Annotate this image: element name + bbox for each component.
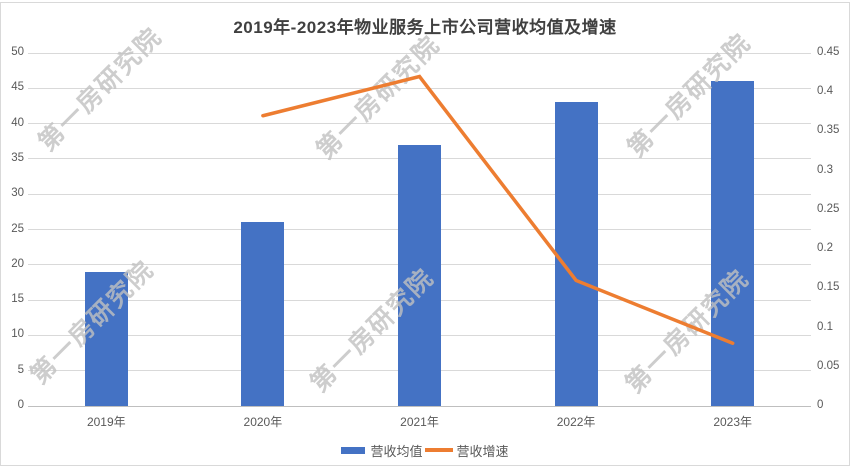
left-axis-tick-label: 25: [11, 222, 24, 235]
left-axis-tick-label: 5: [17, 363, 24, 376]
left-axis-tick-label: 10: [11, 328, 24, 341]
bar-2021年: [398, 144, 441, 406]
right-axis-tick-label: 0.35: [817, 124, 840, 137]
right-axis-tick-label: 0: [817, 399, 824, 411]
left-axis-tick-label: 40: [11, 116, 24, 129]
right-axis-tick-label: 0.45: [817, 46, 840, 58]
bar-swatch-icon: [341, 446, 366, 454]
bar-2022年: [554, 102, 598, 406]
gridline: [28, 123, 811, 125]
right-axis-tick-label: 0.15: [817, 281, 840, 294]
x-axis-line: [28, 405, 811, 407]
chart-title: 2019年-2023年物业服务上市公司营收均值及增速: [233, 18, 617, 37]
legend-item-revenue-growth: 营收增速: [424, 441, 509, 460]
left-axis-tick-label: 30: [11, 187, 24, 200]
x-axis-label-2023年: 2023年: [713, 415, 753, 429]
left-axis-tick-label: 45: [11, 81, 24, 94]
gridline: [28, 52, 811, 54]
right-axis-tick-label: 0.25: [817, 202, 840, 215]
legend-label-revenue-growth: 营收增速: [456, 443, 509, 459]
growth-line: [261, 74, 735, 345]
bar-2019年: [84, 271, 128, 406]
left-axis-tick-label: 50: [11, 46, 24, 58]
bar-2023年: [711, 81, 755, 406]
left-axis-tick-label: 15: [11, 293, 24, 306]
legend-label-revenue-avg: 营收均值: [370, 443, 423, 459]
right-axis-tick-label: 0.1: [817, 320, 833, 333]
left-axis-tick-label: 0: [17, 399, 24, 411]
bar-2020年: [241, 222, 285, 406]
x-axis-label-2022年: 2022年: [556, 415, 596, 429]
right-axis-tick-label: 0.2: [817, 242, 833, 255]
legend: 营收均值 营收增速: [0, 441, 850, 460]
left-axis-tick-label: 20: [11, 257, 24, 270]
x-axis-label-2020年: 2020年: [243, 415, 283, 429]
right-axis-tick-label: 0.05: [817, 359, 840, 372]
legend-item-revenue-avg: 营收均值: [341, 441, 423, 460]
left-axis-tick-label: 35: [11, 151, 24, 164]
gridline: [28, 87, 811, 89]
right-axis-tick-label: 0.3: [817, 163, 833, 176]
x-axis-label-2019年: 2019年: [86, 415, 126, 429]
right-axis-tick-label: 0.4: [817, 85, 833, 98]
line-swatch-icon: [424, 448, 453, 452]
x-axis-label-2021年: 2021年: [400, 415, 439, 429]
